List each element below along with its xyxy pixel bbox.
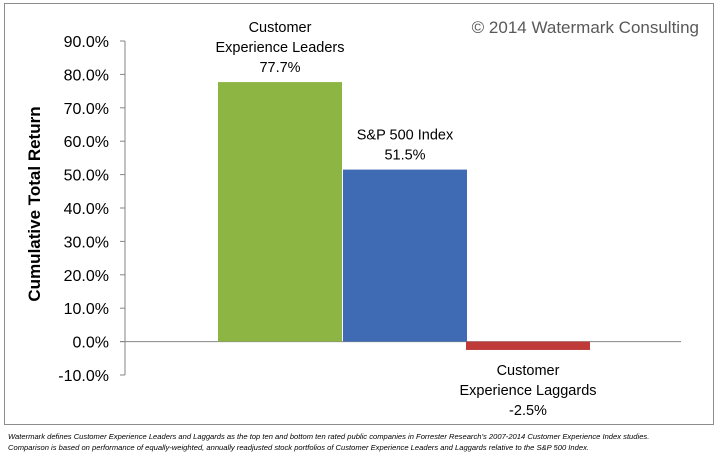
y-tick-label: 80.0% [64, 67, 109, 84]
y-axis-title: Cumulative Total Return [25, 106, 44, 301]
bar-1-data-label: Customer [249, 20, 312, 36]
bar-1 [218, 82, 342, 342]
y-tick-label: -10.0% [58, 368, 109, 385]
y-tick-label: 0.0% [73, 335, 109, 352]
y-tick-label: 50.0% [64, 168, 109, 185]
bar-3 [466, 341, 590, 350]
footnote: Watermark defines Customer Experience Le… [8, 431, 714, 453]
y-tick-label: 90.0% [64, 34, 109, 51]
y-tick-label: 10.0% [64, 301, 109, 318]
copyright-text: © 2014 Watermark Consulting [471, 18, 699, 37]
bar-3-data-label: Customer [497, 363, 560, 379]
y-tick-label: 70.0% [64, 101, 109, 118]
bar-2-data-label: S&P 500 Index [357, 128, 454, 144]
y-tick-label: 20.0% [64, 268, 109, 285]
footnote-line-2: Comparison is based on performance of eq… [8, 443, 589, 452]
y-tick-label: 30.0% [64, 234, 109, 251]
footnote-line-1: Watermark defines Customer Experience Le… [8, 432, 650, 441]
bar-3-data-label: Experience Laggards [459, 383, 596, 399]
bar-chart: -10.0% 0.0% 10.0% 20.0% 30.0% 40.0% 50.0% 60.0%… [25, 20, 681, 419]
bar-3-data-label: -2.5% [509, 403, 547, 419]
y-tick-label: 40.0% [64, 201, 109, 218]
y-tick-label: 60.0% [64, 134, 109, 151]
bar-1-data-label: Experience Leaders [216, 40, 345, 56]
bar-2-data-label: 51.5% [384, 148, 425, 164]
bar-1-data-label: 77.7% [259, 60, 300, 76]
bar-2 [343, 169, 467, 342]
